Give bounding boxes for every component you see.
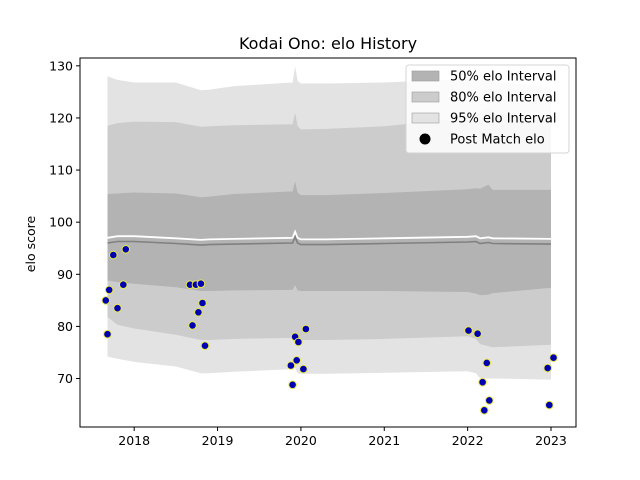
post-match-point bbox=[545, 400, 554, 410]
post-match-point bbox=[200, 341, 210, 351]
post-match-point bbox=[478, 377, 487, 387]
y-axis-label: elo score bbox=[23, 216, 38, 273]
post-match-point bbox=[482, 358, 492, 368]
legend-swatch bbox=[411, 70, 440, 82]
post-match-point bbox=[485, 396, 494, 405]
legend-label: 95% elo Interval bbox=[450, 112, 557, 127]
median-line bbox=[107, 234, 552, 246]
y-tick-label: 120 bbox=[49, 110, 73, 125]
post-match-point bbox=[109, 250, 118, 260]
mean-line bbox=[107, 229, 552, 241]
post-match-point bbox=[198, 298, 207, 308]
legend-marker bbox=[419, 133, 431, 145]
post-match-point bbox=[549, 353, 558, 363]
x-tick-label: 2018 bbox=[118, 433, 150, 448]
y-tick-label: 130 bbox=[49, 58, 73, 73]
post-match-point bbox=[101, 296, 111, 305]
post-match-point bbox=[473, 329, 482, 339]
band-50 bbox=[107, 181, 551, 296]
post-match-point bbox=[188, 321, 197, 330]
plot-frame bbox=[79, 57, 577, 428]
y-tick-label: 110 bbox=[49, 163, 73, 178]
post-match-point bbox=[301, 324, 311, 334]
y-tick-label: 90 bbox=[57, 267, 73, 282]
x-tick-label: 2022 bbox=[452, 433, 484, 448]
post-match-point bbox=[104, 285, 114, 295]
chart-title: Kodai Ono: elo History bbox=[239, 34, 417, 53]
x-tick-label: 2020 bbox=[285, 433, 317, 448]
legend-swatch bbox=[411, 112, 440, 124]
post-match-point bbox=[288, 380, 297, 390]
post-match-point bbox=[294, 337, 303, 347]
legend-label: 50% elo Interval bbox=[450, 70, 557, 85]
post-match-point bbox=[299, 364, 308, 374]
post-match-point bbox=[286, 361, 296, 370]
post-match-point bbox=[113, 303, 122, 313]
legend-swatch bbox=[411, 91, 440, 103]
post-match-point bbox=[196, 279, 206, 289]
post-match-point bbox=[119, 280, 128, 290]
legend-label: 80% elo Interval bbox=[450, 91, 557, 106]
y-tick-label: 100 bbox=[49, 215, 73, 230]
legend-box bbox=[405, 64, 570, 154]
legend-label: Post Match elo bbox=[450, 133, 545, 148]
x-tick-label: 2023 bbox=[535, 433, 567, 448]
post-match-point bbox=[194, 308, 203, 317]
post-match-point bbox=[543, 363, 553, 373]
post-match-point bbox=[103, 329, 112, 339]
x-tick-label: 2021 bbox=[368, 433, 400, 448]
post-match-point bbox=[464, 326, 473, 335]
x-tick-label: 2019 bbox=[202, 433, 234, 448]
post-match-point bbox=[292, 356, 302, 365]
post-match-point bbox=[480, 406, 489, 415]
post-match-point bbox=[121, 245, 131, 254]
y-tick-label: 80 bbox=[57, 319, 73, 334]
y-tick-label: 70 bbox=[57, 371, 73, 386]
